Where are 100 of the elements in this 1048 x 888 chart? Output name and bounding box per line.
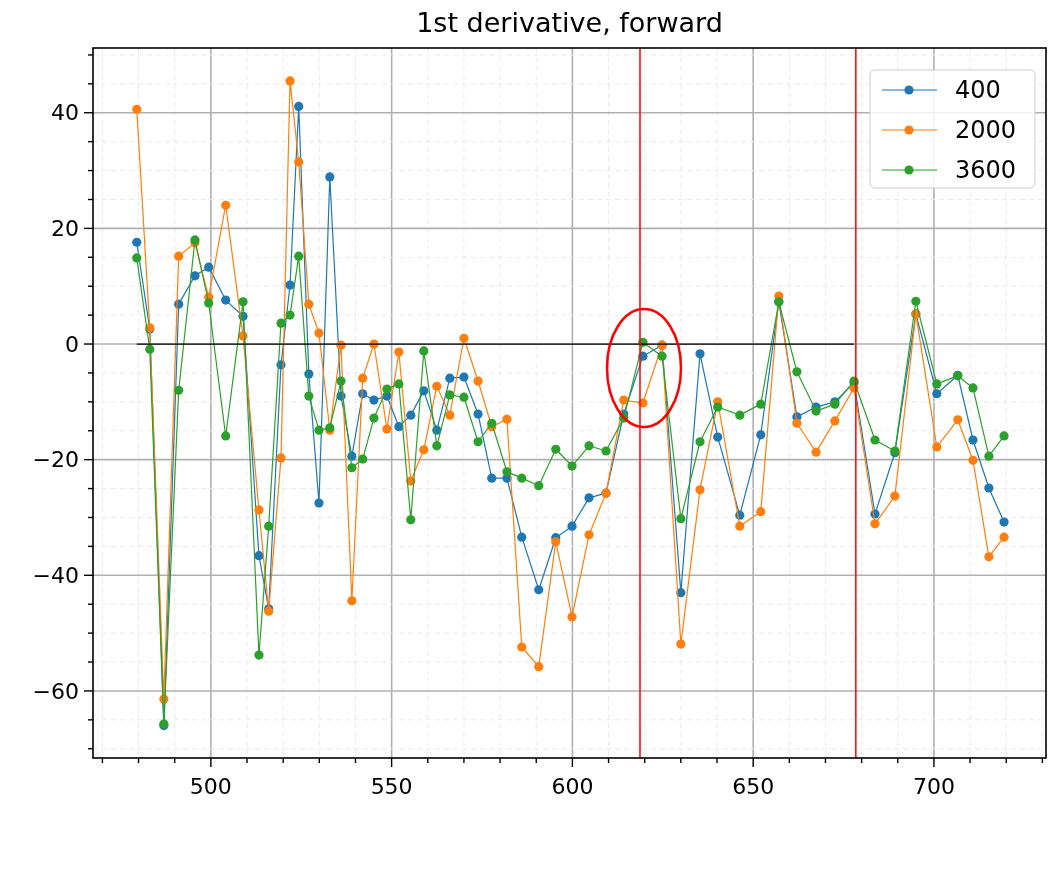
point xyxy=(713,432,723,442)
point xyxy=(314,498,324,508)
y-tick-label: −60 xyxy=(32,678,79,704)
point xyxy=(534,585,544,595)
point xyxy=(174,385,184,395)
point xyxy=(870,519,880,529)
point xyxy=(132,104,142,114)
point xyxy=(369,395,379,405)
point xyxy=(394,347,404,357)
point xyxy=(459,333,469,343)
point xyxy=(792,418,802,428)
y-tick-label: 40 xyxy=(51,100,79,126)
point xyxy=(132,237,142,247)
point xyxy=(968,455,978,465)
point xyxy=(968,435,978,445)
point xyxy=(238,297,248,307)
point xyxy=(358,373,368,383)
point xyxy=(811,447,821,457)
point xyxy=(953,415,963,425)
point xyxy=(394,379,404,389)
point xyxy=(984,552,994,562)
x-tick-label: 700 xyxy=(912,774,955,799)
point xyxy=(347,463,357,473)
point xyxy=(932,442,942,452)
point xyxy=(132,253,142,263)
point xyxy=(756,507,766,517)
point xyxy=(999,532,1009,542)
point xyxy=(870,435,880,445)
point xyxy=(551,444,561,454)
point xyxy=(695,349,705,359)
y-tick-label: 0 xyxy=(65,331,79,357)
x-tick-label: 500 xyxy=(189,774,232,799)
point xyxy=(984,451,994,461)
point xyxy=(487,418,497,428)
point xyxy=(382,384,392,394)
point xyxy=(932,379,942,389)
point xyxy=(487,473,497,483)
point xyxy=(911,296,921,306)
point xyxy=(406,410,416,420)
point xyxy=(382,424,392,434)
point xyxy=(713,402,723,412)
point xyxy=(984,483,994,493)
point xyxy=(204,298,214,308)
point xyxy=(695,485,705,495)
point xyxy=(584,530,594,540)
point xyxy=(968,383,978,393)
point xyxy=(811,406,821,416)
point xyxy=(419,445,429,455)
point xyxy=(145,344,155,354)
point xyxy=(325,172,335,182)
point xyxy=(517,642,527,652)
point xyxy=(584,493,594,503)
point xyxy=(534,662,544,672)
point xyxy=(735,410,745,420)
point xyxy=(459,372,469,382)
point xyxy=(369,413,379,423)
point xyxy=(445,373,455,383)
x-tick-label: 600 xyxy=(551,774,594,799)
x-tick-label: 650 xyxy=(732,774,775,799)
point xyxy=(890,491,900,501)
point xyxy=(394,422,404,432)
point xyxy=(473,409,483,419)
point xyxy=(419,346,429,356)
point xyxy=(517,473,527,483)
point xyxy=(657,351,667,361)
point xyxy=(695,437,705,447)
chart-title: 1st derivative, forward xyxy=(416,7,723,38)
point xyxy=(221,295,231,305)
y-tick-label: −20 xyxy=(32,447,79,473)
point xyxy=(285,310,295,320)
point xyxy=(276,453,286,463)
point xyxy=(445,390,455,400)
point xyxy=(336,376,346,386)
legend-label: 3600 xyxy=(955,156,1017,185)
point xyxy=(445,410,455,420)
point xyxy=(432,381,442,391)
point xyxy=(619,395,629,405)
point xyxy=(347,596,357,606)
point xyxy=(304,299,314,309)
point xyxy=(432,441,442,451)
point xyxy=(304,391,314,401)
point xyxy=(601,446,611,456)
point xyxy=(567,521,577,531)
x-tick-label: 550 xyxy=(370,774,413,799)
point xyxy=(221,200,231,210)
point xyxy=(204,262,214,272)
point xyxy=(314,328,324,338)
point xyxy=(999,431,1009,441)
point xyxy=(459,392,469,402)
point xyxy=(756,430,766,440)
point xyxy=(285,76,295,86)
point xyxy=(276,318,286,328)
point xyxy=(756,399,766,409)
point xyxy=(473,376,483,386)
point xyxy=(567,612,577,622)
y-tick-label: −40 xyxy=(32,563,79,588)
point xyxy=(294,251,304,261)
point xyxy=(473,437,483,447)
point xyxy=(567,461,577,471)
legend-label: 400 xyxy=(955,76,1001,105)
